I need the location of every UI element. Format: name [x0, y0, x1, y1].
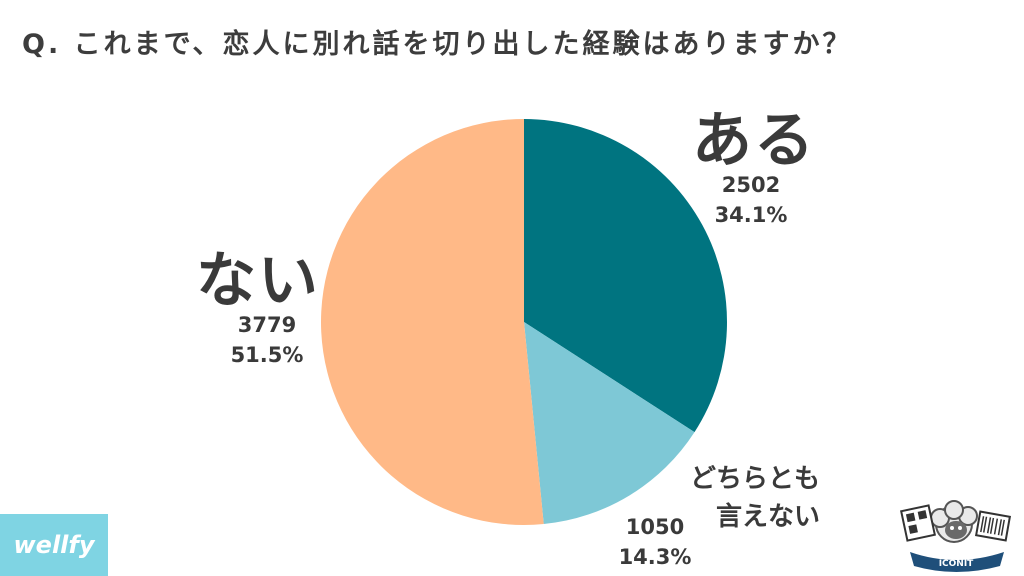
qr-code-icon — [900, 504, 936, 542]
slice-value-dochiratomo: 1050 — [625, 515, 685, 539]
slice-value-aru: 2502 — [721, 173, 781, 197]
slice-percent-aru: 34.1% — [714, 203, 788, 227]
wellfy-logo-text: wellfy — [13, 531, 95, 559]
slice-label-nai: ない — [196, 246, 320, 316]
pie-slice-nai — [320, 119, 544, 525]
slice-label-dochiratomo: どちらとも 言えない — [690, 460, 820, 536]
sheep-icon — [930, 500, 978, 543]
wellfy-logo: wellfy — [0, 514, 108, 576]
slice-label-aru: ある — [692, 106, 816, 176]
iconit-sheep-logo: ICONIT — [900, 500, 1012, 572]
slice-percent-nai: 51.5% — [230, 343, 304, 367]
slice-stat-nai: 3779 51.5% — [222, 310, 312, 370]
slice-percent-dochiratomo: 14.3% — [618, 545, 692, 569]
pie-slice-dochiratomo — [524, 322, 695, 525]
slice-label-line-2: 言えない — [716, 502, 821, 532]
barcode-icon — [974, 510, 1012, 542]
chart-title: Q. これまで、恋人に別れ話を切り出した経験はありますか？ — [22, 29, 853, 60]
slice-label-line-1: どちらとも — [690, 464, 821, 494]
ribbon-shape — [910, 552, 1004, 572]
slice-value-nai: 3779 — [237, 313, 297, 337]
slice-stat-aru: 2502 34.1% — [706, 170, 796, 230]
slice-stat-dochiratomo: 1050 14.3% — [610, 512, 700, 572]
ribbon-text: ICONIT — [939, 559, 974, 569]
pie-slice-aru — [524, 119, 727, 433]
